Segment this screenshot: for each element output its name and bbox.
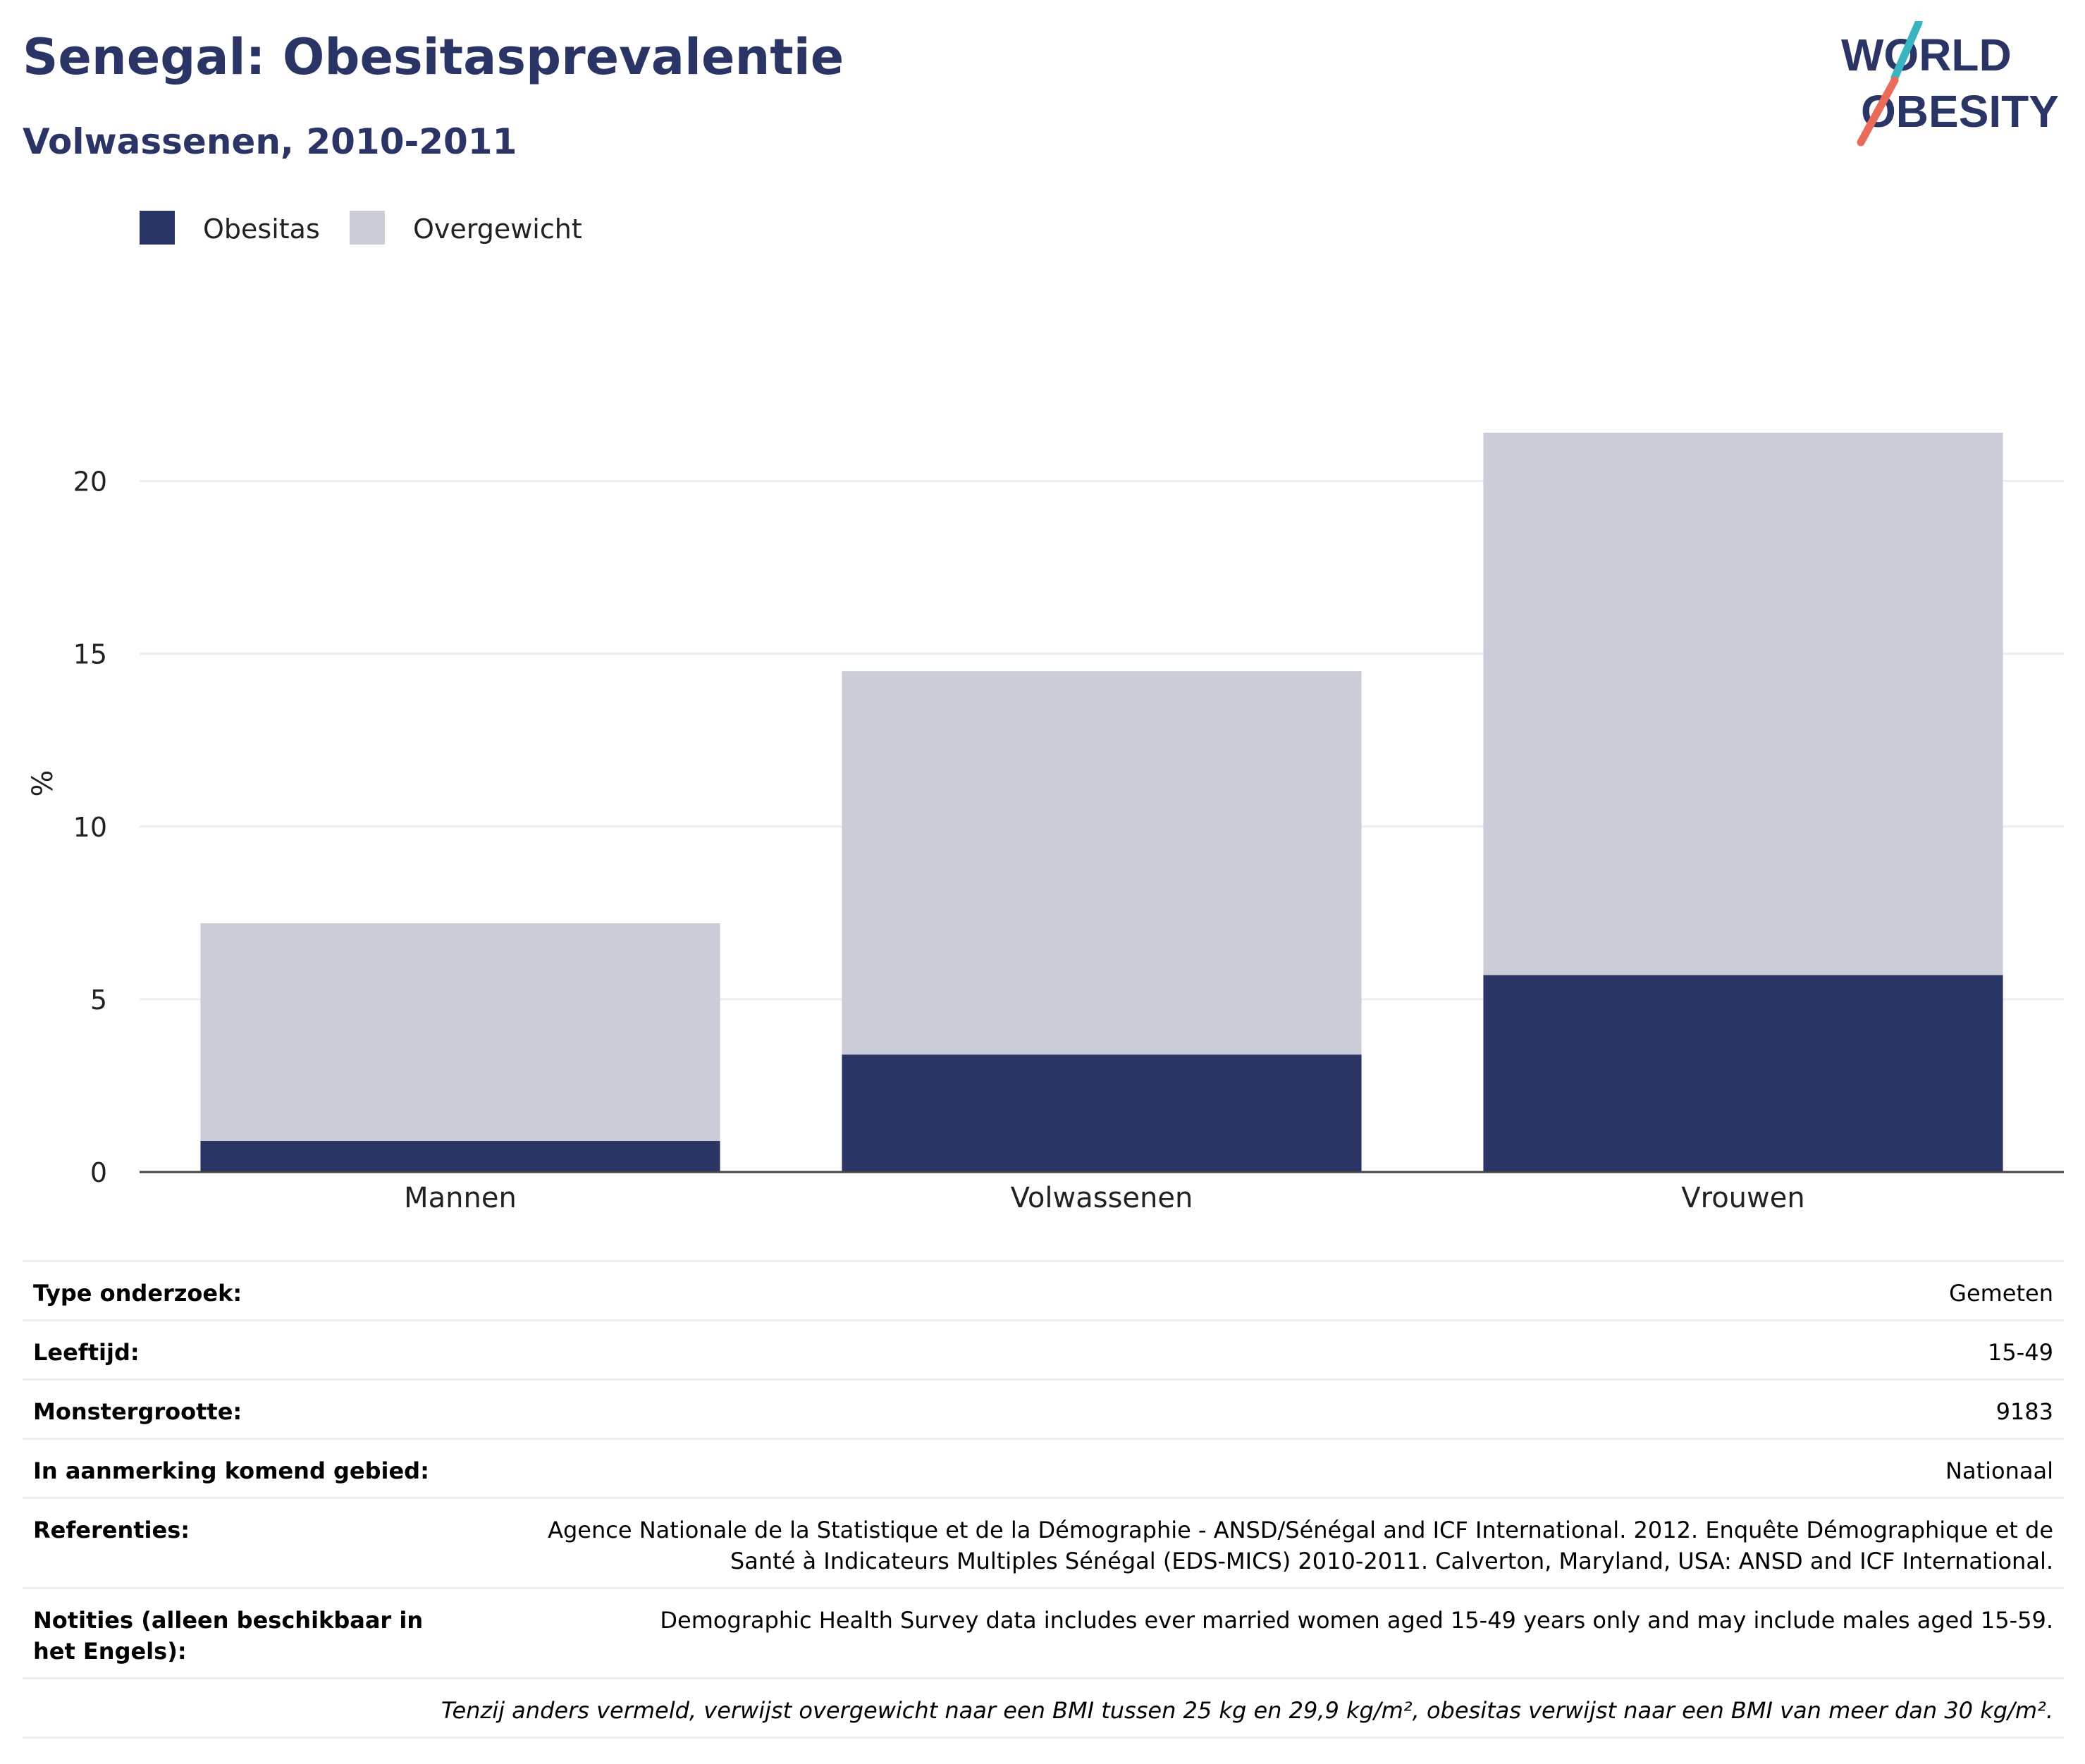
bar-overgewicht-mannen	[200, 923, 720, 1141]
page-subtitle: Volwassenen, 2010-2011	[23, 121, 517, 162]
legend-label-obesitas: Obesitas	[203, 214, 320, 245]
page-title: Senegal: Obesitasprevalentie	[23, 28, 844, 86]
info-footnote-row: Tenzij anders vermeld, verwijst overgewi…	[23, 1677, 2064, 1739]
logo-slash-teal	[1890, 21, 1923, 82]
legend-swatch-overgewicht	[350, 211, 385, 245]
y-tick-label: 10	[73, 812, 107, 843]
info-row-notes: Notities (alleen beschikbaar in het Enge…	[23, 1587, 2064, 1677]
info-row-type: Type onderzoek: Gemeten	[23, 1260, 2064, 1319]
y-tick-label: 5	[90, 985, 107, 1016]
x-tick-label: Mannen	[404, 1182, 517, 1214]
footnote-text: Tenzij anders vermeld, verwijst overgewi…	[441, 1697, 2053, 1724]
info-label: Referenties:	[33, 1517, 190, 1543]
y-axis-label: %	[27, 770, 59, 796]
info-label: Type onderzoek:	[33, 1280, 242, 1307]
y-tick-label: 15	[73, 639, 107, 670]
bar-chart: 0 5 10 15 20% Mannen Volwassenen Vrouwen	[27, 432, 2064, 1214]
info-value: Gemeten	[1949, 1280, 2053, 1307]
x-tick-label: Vrouwen	[1681, 1182, 1804, 1214]
legend-swatch-obesitas	[140, 211, 175, 245]
info-table: Type onderzoek: Gemeten Leeftijd: 15-49 …	[23, 1260, 2064, 1739]
bar-obesitas-volwassenen	[842, 1054, 1362, 1172]
info-value: Agence Nationale de la Statistique et de…	[548, 1517, 2053, 1574]
legend-label-overgewicht: Overgewicht	[413, 214, 582, 245]
logo-slash-coral	[1857, 76, 1899, 147]
info-value: 15-49	[1988, 1339, 2053, 1366]
x-tick-label: Volwassenen	[1011, 1182, 1193, 1214]
info-label: Leeftijd:	[33, 1339, 140, 1366]
info-label: Notities (alleen beschikbaar in het Enge…	[33, 1607, 424, 1665]
logo-line1: WORLD	[1841, 30, 2012, 80]
y-tick-label: 20	[73, 467, 107, 498]
bar-obesitas-mannen	[200, 1140, 720, 1172]
info-value: 9183	[1995, 1398, 2053, 1425]
info-row-area: In aanmerking komend gebied: Nationaal	[23, 1438, 2064, 1497]
info-row-age: Leeftijd: 15-49	[23, 1319, 2064, 1378]
bar-overgewicht-volwassenen	[842, 671, 1362, 1055]
info-label: In aanmerking komend gebied:	[33, 1457, 429, 1484]
y-tick-label: 0	[90, 1157, 107, 1188]
info-row-references: Referenties: Agence Nationale de la Stat…	[23, 1497, 2064, 1587]
world-obesity-logo: WORLD OBESITY	[1841, 21, 2059, 147]
bar-overgewicht-vrouwen	[1483, 432, 2003, 975]
info-value: Nationaal	[1945, 1457, 2053, 1484]
info-label: Monstergrootte:	[33, 1398, 242, 1425]
info-value: Demographic Health Survey data includes …	[660, 1607, 2053, 1634]
info-row-sample: Monstergrootte: 9183	[23, 1378, 2064, 1438]
logo-line2: OBESITY	[1861, 86, 2059, 137]
bar-obesitas-vrouwen	[1483, 975, 2003, 1172]
